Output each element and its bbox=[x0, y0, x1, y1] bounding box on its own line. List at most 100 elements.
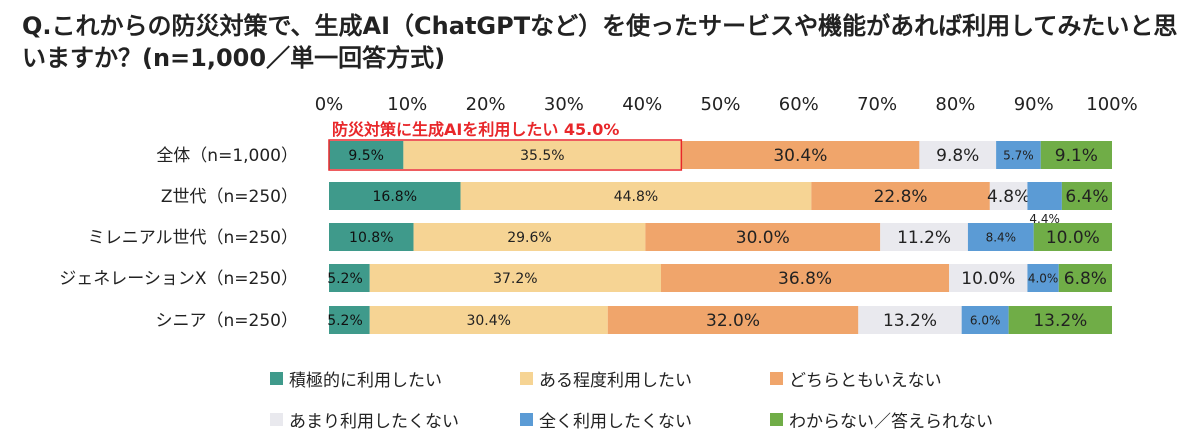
bar-segment bbox=[329, 264, 370, 292]
bar-segment bbox=[1027, 264, 1059, 292]
bar-segment bbox=[1040, 141, 1112, 169]
data-label: 6.8% bbox=[1064, 269, 1107, 289]
legend: 積極的に利用したい ある程度利用したい どちらともいえないあまり利用したくない 全く利… bbox=[270, 366, 1070, 432]
data-label: 5.2% bbox=[327, 313, 363, 329]
data-label: 10.0% bbox=[1046, 228, 1100, 248]
data-label: 8.4% bbox=[986, 230, 1017, 244]
x-tick-label: 60% bbox=[779, 94, 819, 115]
legend-item: どちらともいえない bbox=[770, 366, 1020, 391]
category-label: シニア（n=250） bbox=[156, 311, 298, 331]
bar-segment bbox=[329, 223, 414, 251]
data-label: 9.5% bbox=[348, 148, 384, 164]
bar-segment bbox=[811, 182, 990, 210]
data-label: 22.8% bbox=[874, 187, 928, 207]
legend-swatch bbox=[270, 372, 283, 385]
bar-segment bbox=[1008, 306, 1112, 334]
bar-segment bbox=[645, 223, 881, 251]
x-tick-label: 70% bbox=[857, 94, 897, 115]
bar-segment bbox=[989, 182, 1028, 210]
bar-segment bbox=[967, 223, 1034, 251]
legend-swatch bbox=[270, 413, 283, 426]
data-label: 37.2% bbox=[493, 271, 537, 287]
bar-segment bbox=[329, 141, 404, 169]
legend-item: 積極的に利用したい bbox=[270, 366, 520, 391]
data-label: 9.8% bbox=[936, 146, 979, 166]
data-label: 10.8% bbox=[349, 230, 393, 246]
bar-segment bbox=[329, 182, 461, 210]
x-tick-label: 10% bbox=[387, 94, 427, 115]
legend-swatch bbox=[520, 372, 533, 385]
legend-label: 積極的に利用したい bbox=[289, 371, 442, 391]
bar-segment bbox=[660, 264, 950, 292]
annotation-label: 防災対策に生成AIを利用したい 45.0% bbox=[332, 120, 619, 139]
legend-label: どちらともいえない bbox=[789, 371, 942, 391]
legend-label: 全く利用したくない bbox=[539, 412, 692, 432]
data-label: 10.0% bbox=[961, 269, 1015, 289]
legend-label: ある程度利用したい bbox=[539, 371, 692, 391]
data-label: 4.8% bbox=[987, 187, 1030, 207]
data-label: 32.0% bbox=[706, 311, 760, 331]
legend-swatch bbox=[770, 413, 783, 426]
data-label: 29.6% bbox=[507, 230, 551, 246]
data-label: 4.4% bbox=[1029, 212, 1060, 226]
data-label: 5.2% bbox=[327, 271, 363, 287]
bar-segment bbox=[1061, 182, 1112, 210]
legend-item: 全く利用したくない bbox=[520, 407, 770, 432]
data-label: 36.8% bbox=[778, 269, 832, 289]
bar-segment bbox=[1027, 182, 1062, 210]
bar-segment bbox=[369, 264, 661, 292]
bar-segment bbox=[681, 141, 920, 169]
data-label: 30.0% bbox=[736, 228, 790, 248]
bar-segment bbox=[1033, 223, 1112, 251]
x-tick-label: 90% bbox=[1014, 94, 1054, 115]
category-label: ミレニアル世代（n=250） bbox=[88, 228, 298, 248]
category-label: 全体（n=1,000） bbox=[156, 146, 298, 166]
bar-segment bbox=[460, 182, 812, 210]
bar-segment bbox=[880, 223, 968, 251]
bar-segment bbox=[919, 141, 997, 169]
x-tick-label: 80% bbox=[935, 94, 975, 115]
legend-label: あまり利用したくない bbox=[289, 412, 459, 432]
x-tick-label: 30% bbox=[544, 94, 584, 115]
data-label: 35.5% bbox=[520, 148, 564, 164]
legend-swatch bbox=[520, 413, 533, 426]
bar-segment bbox=[858, 306, 962, 334]
data-label: 4.0% bbox=[1028, 271, 1059, 285]
data-label: 13.2% bbox=[1033, 311, 1087, 331]
data-label: 16.8% bbox=[373, 189, 417, 205]
legend-item: ある程度利用したい bbox=[520, 366, 770, 391]
chart-title: Q.これからの防災対策で、生成AI（ChatGPTなど）を使ったサービスや機能が… bbox=[22, 12, 1178, 72]
legend-label: わからない／答えられない bbox=[789, 412, 993, 432]
bar-segment bbox=[996, 141, 1041, 169]
data-label: 30.4% bbox=[466, 313, 510, 329]
x-tick-label: 0% bbox=[315, 94, 344, 115]
data-label: 6.4% bbox=[1065, 187, 1108, 207]
data-label: 44.8% bbox=[614, 189, 658, 205]
bar-segment bbox=[369, 306, 608, 334]
data-label: 13.2% bbox=[883, 311, 937, 331]
data-label: 11.2% bbox=[897, 228, 951, 248]
bar-segment bbox=[329, 306, 370, 334]
x-tick-label: 40% bbox=[622, 94, 662, 115]
data-label: 9.1% bbox=[1055, 146, 1098, 166]
x-tick-label: 100% bbox=[1086, 94, 1137, 115]
x-tick-label: 50% bbox=[700, 94, 740, 115]
bar-segment bbox=[403, 141, 682, 169]
bar-segment bbox=[1058, 264, 1112, 292]
x-tick-label: 20% bbox=[466, 94, 506, 115]
bar-segment bbox=[961, 306, 1009, 334]
category-label: Z世代（n=250） bbox=[161, 187, 298, 207]
data-label: 30.4% bbox=[773, 146, 827, 166]
bar-segment bbox=[949, 264, 1028, 292]
legend-item: あまり利用したくない bbox=[270, 407, 520, 432]
bar-segment bbox=[413, 223, 646, 251]
legend-swatch bbox=[770, 372, 783, 385]
data-label: 5.7% bbox=[1003, 148, 1034, 162]
bar-segment bbox=[607, 306, 859, 334]
category-label: ジェネレーションX（n=250） bbox=[59, 269, 298, 289]
highlight-box bbox=[328, 139, 683, 171]
legend-item: わからない／答えられない bbox=[770, 407, 1020, 432]
data-label: 6.0% bbox=[970, 313, 1001, 327]
